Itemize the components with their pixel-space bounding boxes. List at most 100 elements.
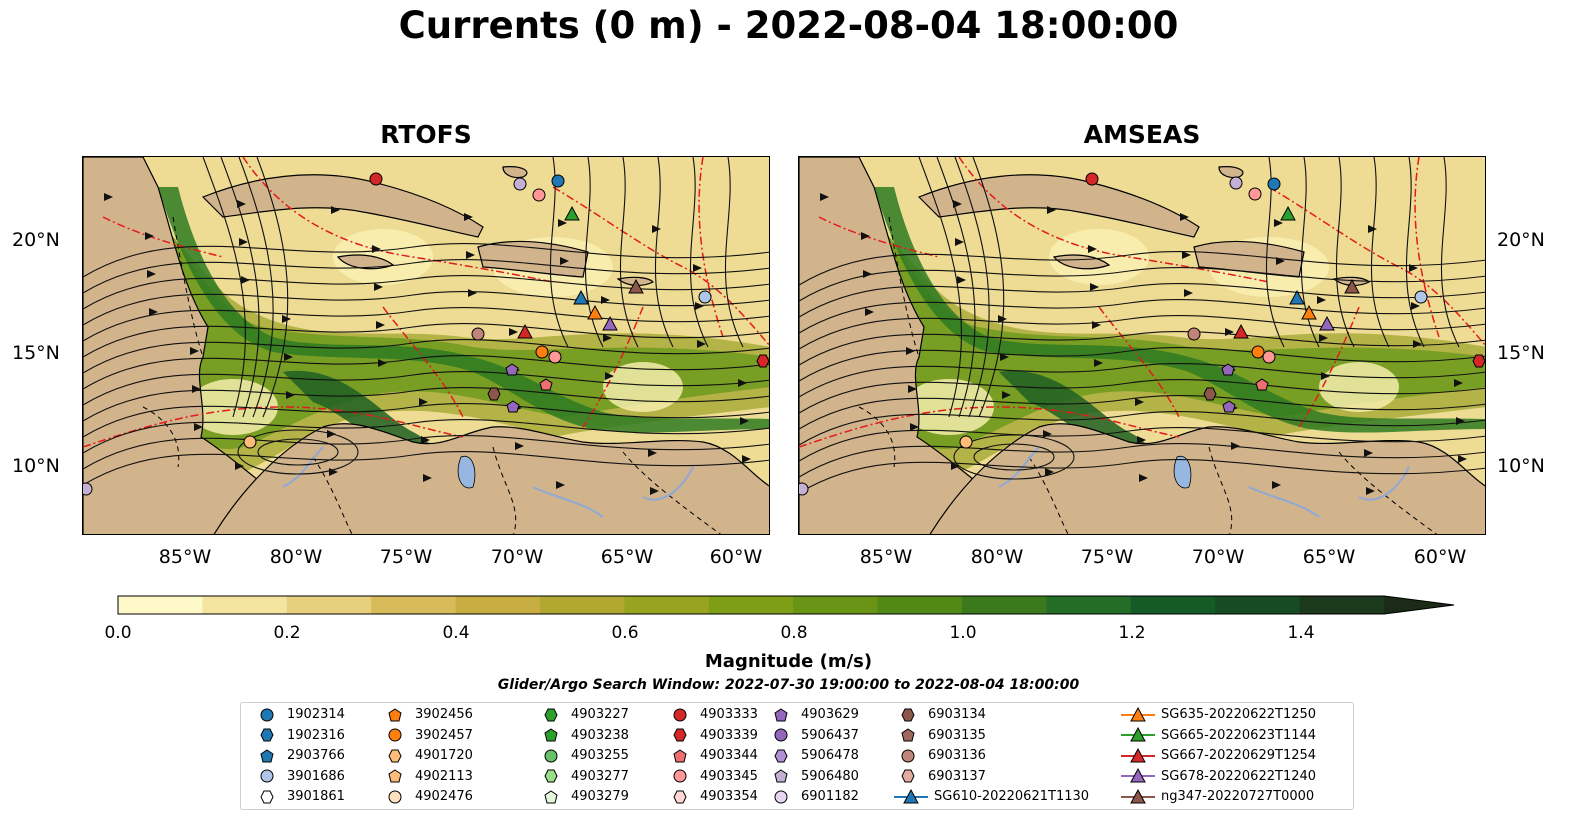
colorbar-segment [708,596,794,614]
streamline [584,157,604,348]
legend-item: SG667-20220629T1254 [1121,745,1316,766]
streamline [724,157,744,348]
legend-item: 4903227 [537,704,629,725]
legend-marker-icon [260,708,274,721]
legend-label: 2903766 [287,748,345,763]
streamline-arrow [738,379,747,387]
streamline [799,395,1485,430]
streamline-arrow [693,264,702,272]
panel-title-amseas: AMSEAS [1083,120,1201,149]
float-marker [1267,177,1281,191]
streamline-arrow [742,455,751,463]
legend-item: 2903766 [253,745,345,766]
lon-label-80-right: 80°W [970,546,1024,568]
legend-label: 1902316 [287,727,345,743]
colorbar-segment [877,596,963,614]
eddy-streamline [257,438,339,466]
streamline [220,157,260,418]
streamline [1440,157,1460,348]
streamline-arrow [237,200,246,208]
streamline [1335,157,1355,348]
legend-item: 5906480 [767,766,859,787]
streamline-arrow [1043,430,1052,438]
streamline-arrow [865,308,874,316]
streamline-arrow [998,315,1007,323]
lon-label-75-left: 75°W [379,546,433,568]
streamline-arrow [1366,487,1375,495]
legend: 1902314 1902316 2903766 3901686 3901861 39024… [240,702,1354,810]
float-marker [487,387,501,401]
float-marker [1248,187,1262,201]
streamline [918,157,962,418]
colorbar [117,595,1455,615]
streamline-arrow [1231,442,1240,450]
streamline [619,157,639,348]
calm-patch [333,229,433,285]
search-window-caption: Glider/Argo Search Window: 2022-07-30 19… [497,677,1080,693]
float-marker [551,174,565,188]
streamline-arrow [190,347,199,355]
streamline-arrow [1364,449,1373,457]
legend-marker-icon [673,728,687,742]
legend-marker-icon [260,728,274,742]
country-border [492,446,517,534]
streamline [83,339,769,374]
streamline-arrow [955,238,964,246]
landmass [929,423,1485,534]
streamline-arrow [951,462,960,470]
streamline-arrow [1135,398,1144,406]
streamline-arrow [1092,321,1101,329]
country-border [1338,451,1438,534]
eddy-streamline [953,434,1075,480]
streamline [799,379,1485,414]
streamline [972,157,1005,418]
streamline [256,157,289,418]
lake-maracaibo [1173,455,1192,489]
eez-boundary [1098,306,1180,418]
streamline [799,315,1485,350]
landmass [502,166,528,179]
float-marker [799,482,809,496]
calm-patch [1319,362,1399,412]
streamline [799,331,1485,366]
streamline [799,299,1485,334]
legend-marker-icon [388,749,402,762]
legend-label: 4903345 [700,768,758,784]
river [282,446,324,488]
legend-marker-icon [1121,727,1155,742]
streamline [83,387,769,422]
streamline-arrow [1184,289,1193,297]
legend-marker-icon [388,769,402,783]
streamline-arrow [421,436,430,444]
float-marker [1222,400,1236,413]
legend-label: 5906437 [801,727,859,743]
legend-label: 4903279 [571,789,629,804]
streamline-arrow [1409,264,1418,272]
legend-item: SG665-20220623T1144 [1121,725,1316,746]
legend-item: SG610-20220621T1130 [894,786,1089,807]
legend-item: 3901686 [253,766,345,787]
streamline [83,403,769,438]
streamline-arrow [509,328,518,336]
streamline [83,451,769,486]
streamline-arrow [1458,455,1467,463]
legend-label: 5906480 [801,768,859,784]
colorbar-segment [118,596,203,614]
legend-marker-icon [388,790,402,803]
streamline-arrow [239,238,248,246]
streamline-arrow [1045,468,1054,476]
streamline-arrow [648,449,657,457]
streamline-arrow [906,347,915,355]
legend-marker-icon [774,749,788,762]
glider-marker [1289,289,1305,305]
legend-label: 3902457 [415,727,473,743]
glider-marker [573,289,589,305]
legend-item: SG678-20220622T1240 [1121,766,1316,787]
colorbar-segment [624,596,710,614]
country-border [888,216,920,358]
streamline-arrow [419,398,428,406]
float-marker [698,290,712,304]
lon-label-60-right: 60°W [1413,546,1467,568]
streamline-arrow [910,423,919,431]
streamline-arrow [192,385,201,393]
